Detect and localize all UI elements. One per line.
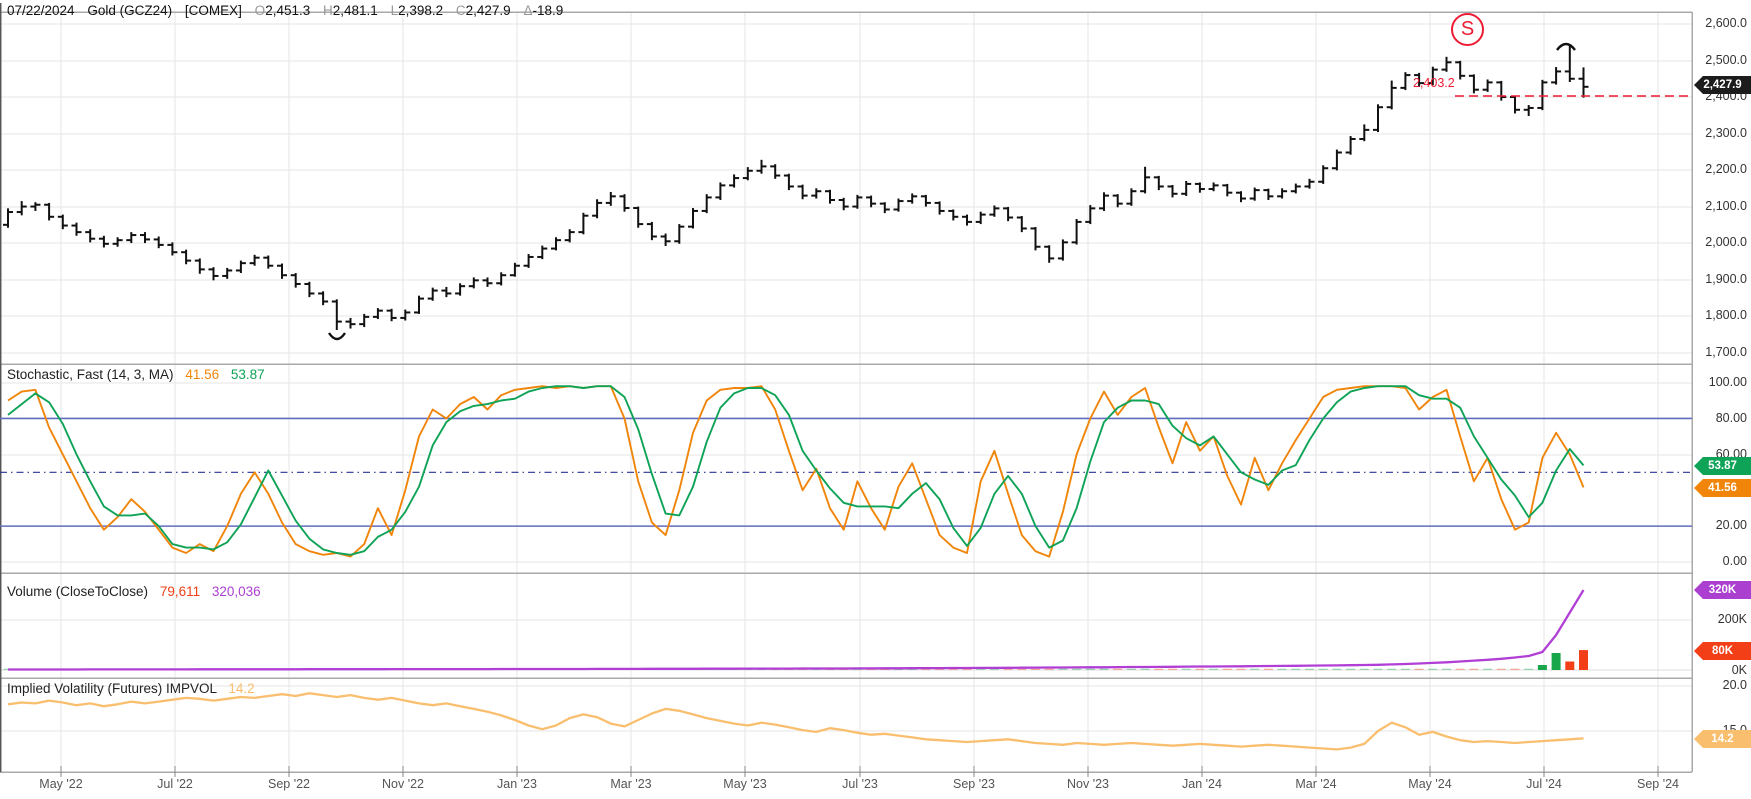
x-axis-label: May '23 [723, 777, 767, 791]
volume-axis-label: 0K [1731, 663, 1747, 677]
quote-date: 07/22/2024 [7, 3, 75, 18]
stochastic-title-text: Stochastic, Fast (14, 3, MA) [7, 367, 174, 382]
price-axis-label: 2,100.0 [1705, 199, 1747, 213]
open-value: 2,451.3 [265, 3, 311, 18]
ohlc-header: 07/22/2024 Gold (GCZ24) [COMEX] O2,451.3… [7, 3, 563, 18]
price-badge: 2,427.9 [1694, 76, 1751, 94]
volume-axis-label: 200K [1717, 612, 1747, 626]
x-axis-label: Nov '22 [382, 777, 424, 791]
stochastic-axis-label: 0.00 [1722, 554, 1747, 568]
x-axis-label: Nov '23 [1067, 777, 1109, 791]
stochastic-k-value: 41.56 [185, 367, 220, 382]
impvol-panel-title: Implied Volatility (Futures) IMPVOL 14.2 [7, 681, 255, 696]
x-axis-label: Sep '22 [267, 777, 310, 791]
close-label: C [455, 3, 466, 18]
x-axis-label: Jul '24 [1526, 777, 1562, 791]
x-axis-label: Sep '24 [1636, 777, 1679, 791]
price-level-label[interactable]: 2,403.2 [1413, 76, 1455, 90]
change-label: Δ [523, 3, 533, 18]
x-axis-label: Sep '23 [952, 777, 995, 791]
price-axis-label: 1,800.0 [1705, 308, 1747, 322]
stochastic-axis-label: 20.00 [1715, 518, 1747, 532]
x-axis-label: Mar '23 [610, 777, 652, 791]
stochastic-axis-label: 100.00 [1708, 375, 1747, 389]
impvol-value: 14.2 [228, 681, 255, 696]
x-axis-label: Jan '24 [1182, 777, 1222, 791]
stochastic-panel-title: Stochastic, Fast (14, 3, MA) 41.56 53.87 [7, 367, 265, 382]
x-axis-label: Jul '23 [842, 777, 878, 791]
close-value: 2,427.9 [465, 3, 511, 18]
symbol-name: Gold (GCZ24) [87, 3, 173, 18]
low-value: 2,398.2 [398, 3, 444, 18]
volume-title-text: Volume (CloseToClose) [7, 584, 149, 599]
price-axis-label: 2,000.0 [1705, 235, 1747, 249]
x-axis-label: Mar '24 [1295, 777, 1337, 791]
price-axis-label: 2,200.0 [1705, 162, 1747, 176]
high-value: 2,481.1 [332, 3, 378, 18]
impvol-title-text: Implied Volatility (Futures) IMPVOL [7, 681, 217, 696]
x-axis-label: May '24 [1408, 777, 1452, 791]
x-axis-label: May '22 [39, 777, 83, 791]
volume-line-value: 320,036 [211, 584, 261, 599]
price-axis-label: 1,700.0 [1705, 345, 1747, 359]
impvol-axis-label: 20.0 [1722, 678, 1747, 692]
open-label: O [254, 3, 266, 18]
price-axis-label: 2,300.0 [1705, 126, 1747, 140]
stoch-k-badge: 41.56 [1694, 479, 1751, 497]
price-axis-label: 1,900.0 [1705, 272, 1747, 286]
stochastic-d-value: 53.87 [230, 367, 265, 382]
vol-bar-badge: 80K [1694, 642, 1751, 660]
stoch-d-badge: 53.87 [1694, 457, 1751, 475]
stochastic-axis-label: 80.00 [1715, 411, 1747, 425]
x-axis-label: Jan '23 [497, 777, 537, 791]
change-value: -18.9 [532, 3, 564, 18]
x-axis-label: Jul '22 [157, 777, 193, 791]
vol-line-badge: 320K [1694, 581, 1751, 599]
volume-bar-value: 79,611 [159, 584, 201, 599]
price-axis-label: 2,600.0 [1705, 16, 1747, 30]
volume-panel-title: Volume (CloseToClose) 79,611 320,036 [7, 584, 261, 599]
exchange-name: [COMEX] [184, 3, 242, 18]
annotation-s-marker[interactable]: S [1451, 13, 1484, 46]
price-axis-label: 2,500.0 [1705, 53, 1747, 67]
low-label: L [390, 3, 399, 18]
high-label: H [323, 3, 333, 18]
impvol-badge: 14.2 [1694, 730, 1751, 748]
